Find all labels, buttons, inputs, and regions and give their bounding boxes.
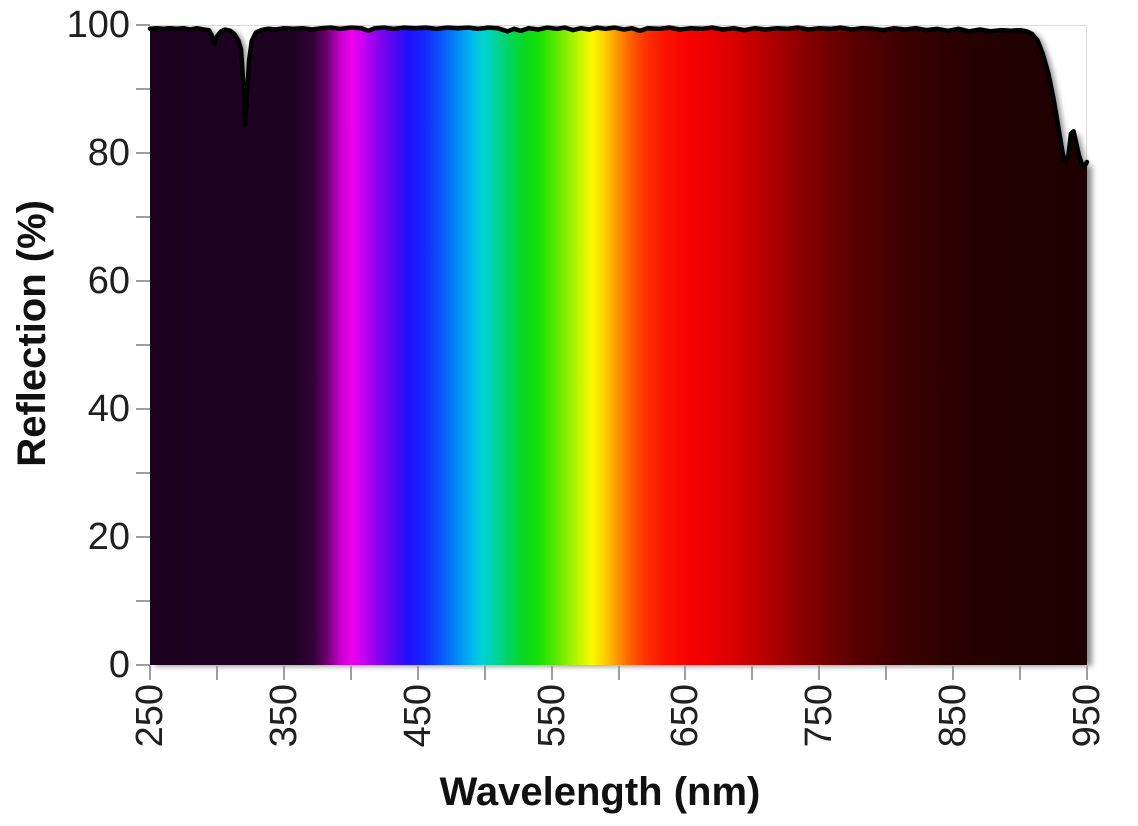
x-tick-label: 850 <box>932 684 975 748</box>
y-tick <box>136 280 150 282</box>
y-tick-label: 20 <box>87 516 130 558</box>
y-tick-label: 80 <box>87 132 130 174</box>
y-tick <box>136 600 150 602</box>
plot-area <box>147 25 1090 666</box>
y-tick <box>136 536 150 538</box>
y-tick-label: 0 <box>108 644 130 686</box>
x-tick-label: 350 <box>262 684 305 748</box>
x-tick-label: 650 <box>664 684 707 748</box>
x-tick <box>885 666 888 680</box>
x-tick-label: 450 <box>396 684 439 748</box>
x-tick <box>349 666 352 680</box>
y-tick-label: 100 <box>66 4 130 46</box>
y-tick <box>136 24 150 26</box>
y-tick-label: 60 <box>87 260 130 302</box>
x-tick <box>751 666 754 680</box>
x-tick-label: 750 <box>798 684 841 748</box>
y-tick <box>136 408 150 410</box>
spectrum-fill-area <box>150 27 1087 666</box>
x-tick <box>684 666 687 680</box>
x-tick-label: 550 <box>530 684 573 748</box>
y-tick-label: 40 <box>87 388 130 430</box>
x-tick <box>149 666 151 680</box>
x-axis-title: Wavelength (nm) <box>439 770 761 814</box>
x-tick <box>1019 666 1022 680</box>
x-tick-label: 250 <box>129 684 171 748</box>
y-tick <box>136 472 150 474</box>
x-tick <box>483 666 486 680</box>
x-tick <box>617 666 620 680</box>
x-tick <box>215 666 218 680</box>
x-tick <box>952 666 955 680</box>
x-tick <box>282 666 285 680</box>
y-tick <box>136 216 150 218</box>
y-tick <box>136 152 150 154</box>
y-tick <box>136 88 150 90</box>
reflection-curve <box>147 25 1090 169</box>
x-tick <box>818 666 821 680</box>
x-tick-label: 950 <box>1066 684 1108 748</box>
spectrum-area-plot <box>147 25 1090 666</box>
y-tick <box>136 344 150 346</box>
x-tick <box>1086 666 1088 680</box>
x-tick <box>416 666 419 680</box>
y-tick <box>136 664 150 666</box>
x-tick <box>550 666 553 680</box>
